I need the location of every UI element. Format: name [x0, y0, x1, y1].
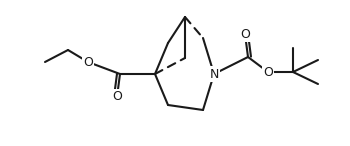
Text: N: N: [209, 67, 219, 80]
Text: O: O: [83, 55, 93, 68]
Text: O: O: [112, 91, 122, 104]
Text: O: O: [263, 66, 273, 79]
Text: O: O: [240, 27, 250, 40]
